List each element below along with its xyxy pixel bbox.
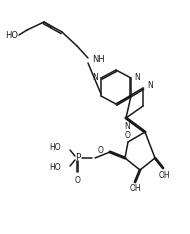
- Text: O: O: [125, 131, 131, 140]
- Text: N: N: [147, 81, 153, 91]
- Text: NH: NH: [92, 55, 105, 65]
- Text: HO: HO: [49, 164, 61, 172]
- Text: N: N: [124, 122, 130, 131]
- Text: HO: HO: [5, 30, 18, 40]
- Text: O: O: [75, 176, 81, 185]
- Text: OH: OH: [129, 184, 141, 193]
- Text: O: O: [98, 146, 104, 155]
- Text: P: P: [75, 154, 81, 162]
- Text: N: N: [134, 73, 140, 81]
- Text: OH: OH: [158, 171, 170, 180]
- Text: HO: HO: [49, 143, 61, 153]
- Text: N: N: [92, 73, 98, 83]
